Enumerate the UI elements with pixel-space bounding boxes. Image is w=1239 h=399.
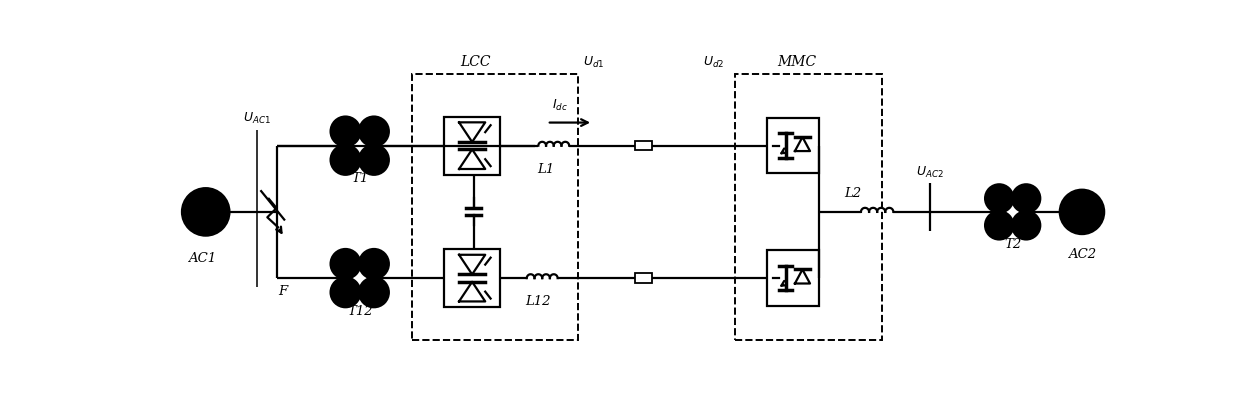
Bar — [634, 141, 652, 150]
Bar — [736, 74, 882, 340]
Bar — [634, 273, 652, 283]
Circle shape — [331, 250, 359, 278]
Circle shape — [331, 278, 359, 306]
Text: L1: L1 — [538, 163, 555, 176]
Text: AC2: AC2 — [1068, 248, 1097, 261]
Circle shape — [1061, 190, 1104, 233]
Text: LCC: LCC — [460, 55, 491, 69]
Text: $U_{d2}$: $U_{d2}$ — [704, 55, 725, 70]
Bar — [445, 117, 499, 174]
Circle shape — [331, 146, 359, 174]
Text: T1: T1 — [351, 172, 368, 185]
Circle shape — [331, 117, 359, 146]
Text: T2: T2 — [1004, 239, 1021, 251]
Circle shape — [182, 189, 229, 235]
Text: F: F — [278, 285, 287, 298]
Circle shape — [359, 117, 388, 146]
Circle shape — [359, 250, 388, 278]
Circle shape — [986, 212, 1012, 239]
Bar — [767, 251, 819, 306]
Bar — [767, 118, 819, 174]
Circle shape — [1012, 185, 1040, 212]
Circle shape — [359, 146, 388, 174]
Text: $U_{AC2}$: $U_{AC2}$ — [916, 164, 943, 180]
Text: AC1: AC1 — [188, 252, 216, 265]
Text: L2: L2 — [844, 188, 861, 200]
Bar — [413, 74, 577, 340]
Circle shape — [1012, 212, 1040, 239]
Text: L12: L12 — [525, 295, 551, 308]
Text: $U_{AC1}$: $U_{AC1}$ — [243, 111, 270, 126]
Text: T12: T12 — [347, 305, 373, 318]
Text: MMC: MMC — [777, 55, 817, 69]
Text: $U_{d1}$: $U_{d1}$ — [584, 55, 605, 70]
Bar — [445, 249, 499, 307]
Text: $I_{dc}$: $I_{dc}$ — [551, 98, 567, 113]
Circle shape — [986, 185, 1012, 212]
Circle shape — [359, 278, 388, 306]
